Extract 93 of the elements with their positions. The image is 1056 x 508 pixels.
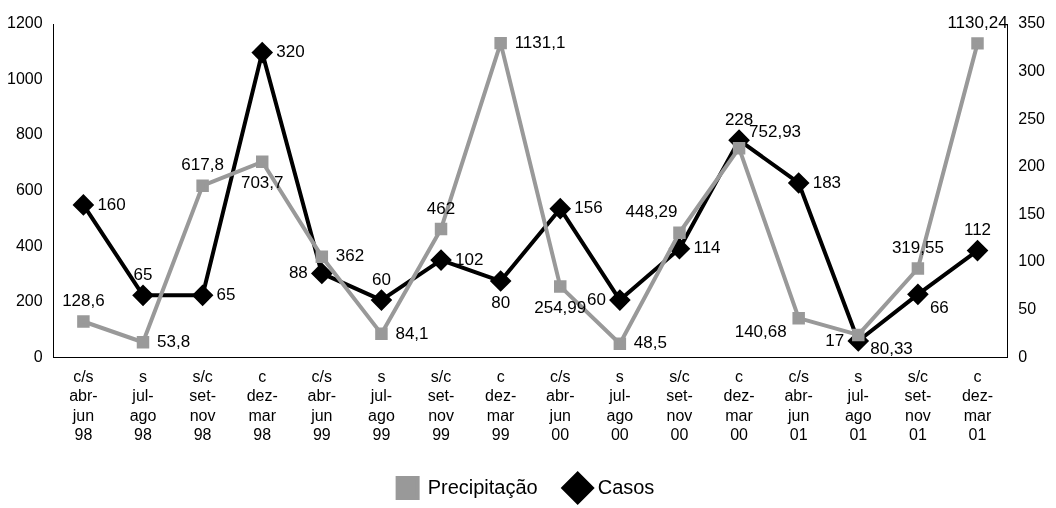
data-label: 617,8 — [181, 155, 224, 175]
x-tick-label: c/s abr-jun 00 — [546, 368, 575, 443]
point — [73, 194, 94, 215]
x-tick-label: c dez-mar 99 — [485, 368, 517, 443]
data-label: 183 — [812, 172, 842, 192]
data-label: 254,99 — [534, 298, 587, 318]
data-label: 1131,1 — [514, 32, 566, 52]
y2-tick-label: 300 — [1018, 62, 1046, 80]
data-label: 66 — [929, 298, 949, 318]
x-tick-label: c/s abr-jun 98 — [69, 368, 98, 443]
y-tick-label: 200 — [15, 292, 43, 310]
y-tick-label: 600 — [15, 181, 43, 199]
point — [133, 285, 153, 306]
point — [77, 315, 90, 328]
x-tick-label: s jul-ago 00 — [606, 368, 634, 443]
point — [550, 198, 571, 219]
x-tick-label: c/s abr-jun 99 — [307, 368, 337, 443]
point — [371, 290, 392, 311]
y-tick-label: 1200 — [7, 14, 43, 32]
data-label: 84,1 — [395, 323, 429, 343]
point — [669, 238, 690, 259]
y-tick-label: 800 — [15, 125, 43, 143]
data-label: 320 — [276, 42, 305, 62]
point — [911, 262, 925, 275]
point — [136, 336, 150, 349]
x-tick-label: c dez-mar 00 — [723, 368, 755, 443]
data-label: 80 — [491, 292, 511, 312]
point — [609, 290, 630, 311]
data-label: 60 — [586, 289, 606, 309]
data-label: 114 — [693, 238, 721, 258]
x-tick-label: c dez-mar 01 — [961, 368, 994, 443]
x-tick-label: s jul-ago 99 — [368, 368, 395, 443]
point — [434, 222, 448, 236]
point — [613, 337, 627, 350]
data-label: 448,29 — [625, 202, 678, 222]
x-tick-label: s jul-ago 01 — [844, 368, 872, 443]
data-label: 362 — [335, 246, 365, 266]
data-label: 112 — [963, 220, 992, 240]
data-label: 60 — [371, 269, 391, 289]
y2-tick-label: 50 — [1018, 300, 1037, 318]
y2-tick-label: 250 — [1018, 109, 1046, 127]
point — [196, 179, 209, 192]
data-label: 48,5 — [633, 333, 667, 353]
y2-tick-label: 100 — [1018, 252, 1046, 270]
x-tick-label: s jul-ago 98 — [129, 368, 157, 443]
y2-tick-label: 350 — [1018, 14, 1046, 32]
point — [967, 240, 988, 261]
point — [907, 284, 928, 305]
data-label: 140,68 — [734, 321, 787, 341]
legend-label: Precipitação — [427, 475, 538, 498]
data-label: 88 — [288, 263, 308, 283]
point — [192, 285, 213, 306]
legend-label: Casos — [597, 475, 655, 498]
x-tick-label: s/c set-nov 01 — [904, 368, 932, 443]
y-tick-label: 400 — [15, 236, 43, 254]
point — [494, 36, 507, 50]
point — [315, 250, 329, 263]
data-label: 462 — [426, 198, 456, 218]
x-tick-label: s/c set-nov 98 — [189, 368, 216, 443]
y-tick-label: 0 — [33, 347, 43, 365]
point — [311, 263, 332, 284]
point — [255, 155, 269, 169]
point — [431, 250, 452, 271]
x-tick-label: c dez-mar 98 — [246, 368, 278, 443]
data-label: 53,8 — [157, 331, 191, 351]
point — [971, 37, 984, 50]
point — [852, 328, 865, 342]
point — [673, 226, 686, 239]
point — [792, 311, 805, 325]
data-label: 128,6 — [62, 291, 105, 311]
data-label: 80,33 — [870, 338, 913, 358]
x-tick-label: c/s abr-jun 01 — [784, 368, 813, 443]
x-tick-label: s/c set-nov 99 — [427, 368, 455, 443]
data-label: 160 — [97, 194, 126, 214]
point — [490, 271, 511, 292]
data-label: 703,7 — [240, 173, 284, 193]
x-tick-label: s/c set-nov 00 — [666, 368, 693, 443]
y2-tick-label: 150 — [1018, 204, 1046, 222]
point — [788, 172, 809, 193]
point — [554, 280, 567, 293]
y2-tick-label: 0 — [1018, 347, 1028, 365]
data-label: 1130,24 — [947, 13, 1008, 33]
data-label: 156 — [574, 198, 603, 218]
data-label: 65 — [133, 265, 153, 285]
data-label: 65 — [216, 285, 236, 305]
y2-tick-label: 200 — [1018, 157, 1046, 175]
point — [252, 42, 273, 63]
point — [732, 141, 746, 155]
point — [375, 327, 388, 341]
y-tick-label: 1000 — [7, 69, 43, 87]
data-label: 17 — [825, 330, 845, 350]
data-label: 319,55 — [891, 238, 944, 258]
data-label: 102 — [455, 249, 484, 269]
